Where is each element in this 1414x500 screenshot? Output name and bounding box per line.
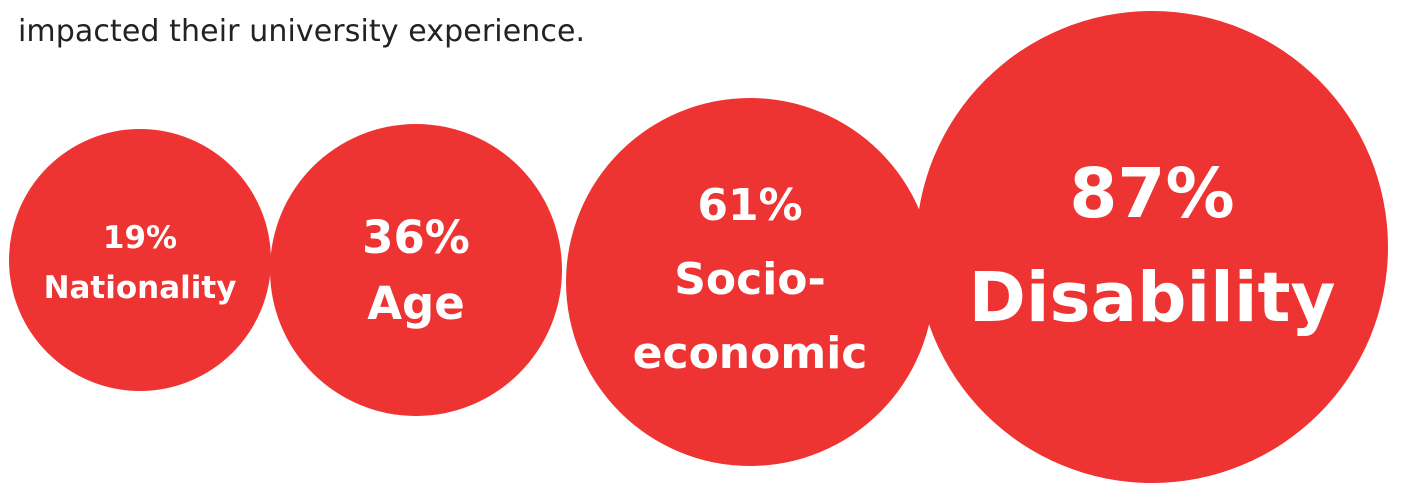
intro-text: impacted their university experience.: [18, 14, 586, 49]
bubble-category-nationality: Nationality: [44, 270, 237, 306]
bubble-circle-disability: [916, 11, 1388, 483]
bubble-value-nationality: 19%: [103, 220, 177, 256]
bubble-value-disability: 87%: [1069, 154, 1234, 234]
bubble-category-disability: Disability: [969, 258, 1336, 338]
bubble-nationality: 19% Nationality: [9, 129, 271, 391]
bubble-disability: 87% Disability: [916, 11, 1388, 483]
bubble-socio-economic: 61% Socio-economic: [566, 98, 934, 466]
bubble-value-age: 36%: [362, 211, 470, 264]
bubble-category-socio-economic: Socio-: [674, 254, 826, 305]
bubble-category-socio-economic: economic: [633, 328, 868, 379]
bubble-circle-socio-economic: [566, 98, 934, 466]
bubble-value-socio-economic: 61%: [697, 180, 802, 231]
bubble-age: 36% Age: [270, 124, 562, 416]
bubble-circle-nationality: [9, 129, 271, 391]
bubble-category-age: Age: [367, 277, 465, 330]
bubble-circle-age: [270, 124, 562, 416]
